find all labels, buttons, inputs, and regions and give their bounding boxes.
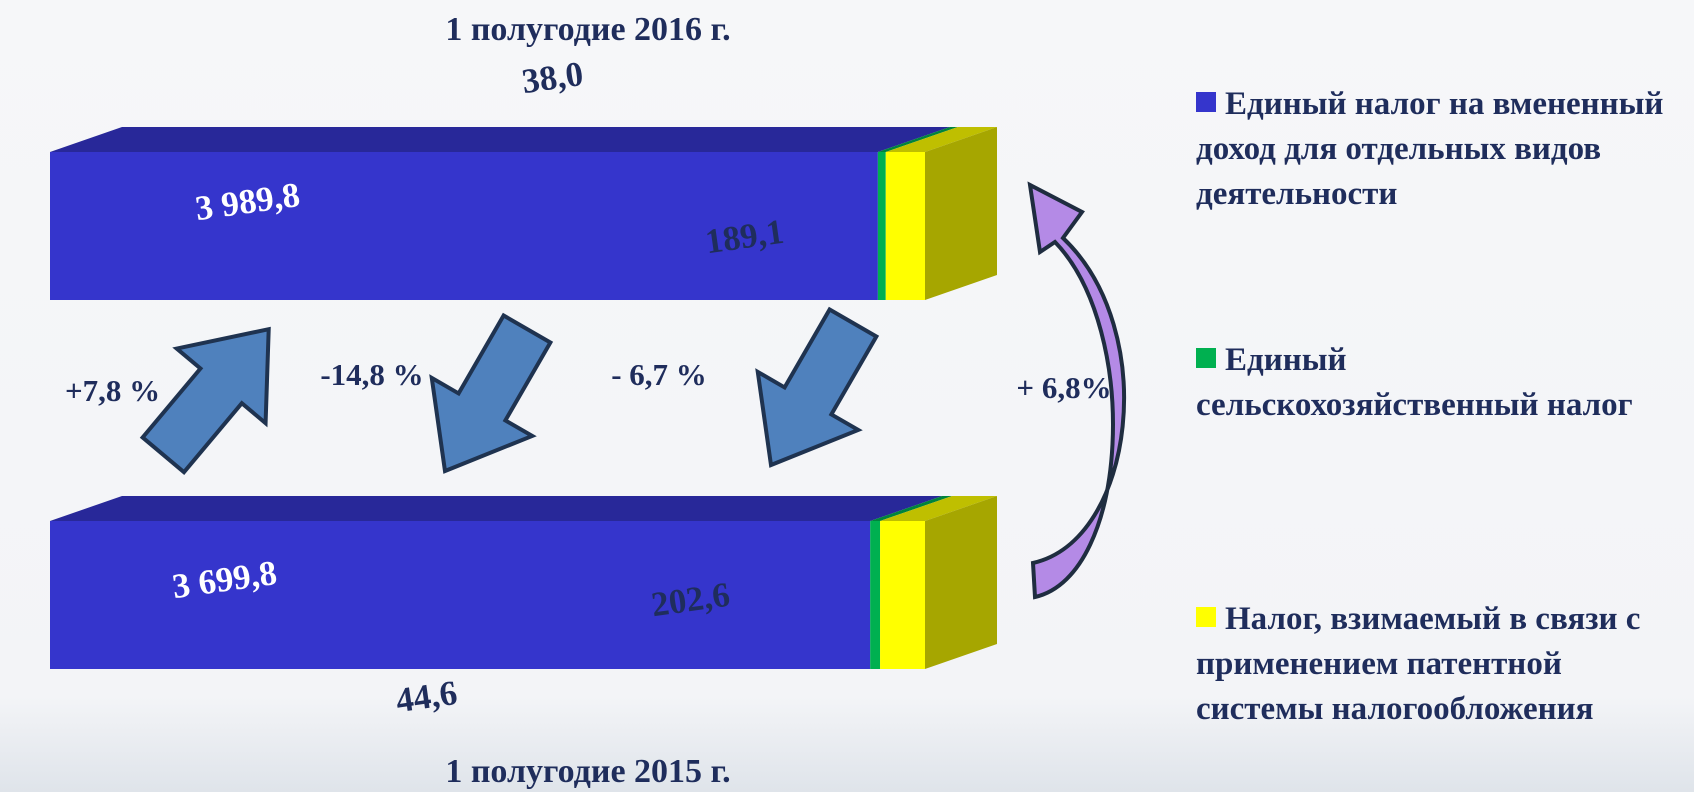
curved-arrow <box>1027 181 1126 600</box>
legend-swatch <box>1196 92 1216 112</box>
bar-segment-top <box>50 127 950 152</box>
category-label: 1 полугодие 2015 г. <box>445 753 730 790</box>
legend-item: Единый сельскохозяйственный налог <box>1196 338 1686 428</box>
bar-segment <box>880 521 925 669</box>
bar-segment-top <box>50 496 943 521</box>
annotation: -14,8 % <box>320 357 423 392</box>
bar-segment <box>877 152 886 300</box>
bars <box>50 127 997 669</box>
legend-item: Единый налог на вмененный доход для отде… <box>1196 82 1686 217</box>
arrow <box>429 312 554 474</box>
annotation: + 6,8% <box>1016 370 1111 405</box>
arrows <box>139 181 1126 600</box>
bar-segment-top <box>877 127 958 152</box>
bar-side <box>925 127 997 300</box>
value-label: 38,0 <box>519 54 585 101</box>
annotation: +7,8 % <box>65 373 160 408</box>
bar-segment <box>50 521 871 669</box>
annotation: - 6,7 % <box>611 357 707 392</box>
legend-swatch <box>1196 348 1216 368</box>
bar-segment <box>50 152 878 300</box>
legend-label: Налог, взимаемый в связи с применением п… <box>1196 601 1641 727</box>
bar-segment-top <box>885 127 997 152</box>
category-label: 1 полугодие 2016 г. <box>445 11 730 48</box>
bar-segment <box>885 152 925 300</box>
value-label: 44,6 <box>393 673 459 720</box>
legend-label: Единый налог на вмененный доход для отде… <box>1196 86 1664 212</box>
arrow <box>755 306 880 468</box>
bar-side <box>925 496 997 669</box>
bar-segment-top <box>880 496 997 521</box>
bar-segment <box>870 521 881 669</box>
bar-segment-top <box>870 496 953 521</box>
legend-swatch <box>1196 607 1216 627</box>
arrow <box>139 326 271 475</box>
legend-item: Налог, взимаемый в связи с применением п… <box>1196 597 1686 732</box>
legend-label: Единый сельскохозяйственный налог <box>1196 342 1633 423</box>
